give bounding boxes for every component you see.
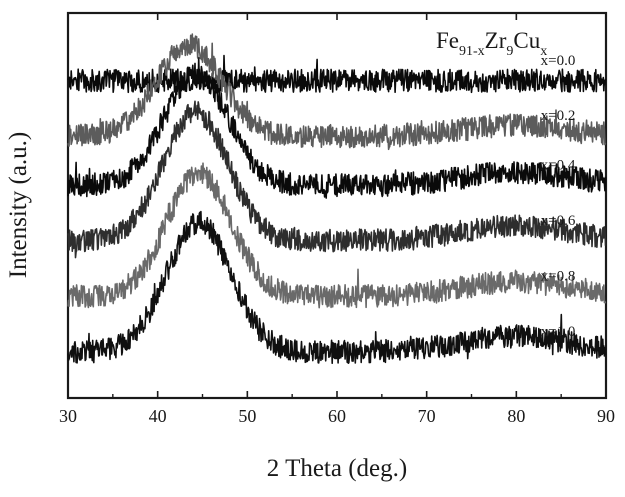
x-tick-label-40: 40 — [149, 406, 167, 426]
x-axis-title: 2 Theta (deg.) — [267, 455, 407, 482]
formula-base: Fe — [436, 28, 459, 53]
x-tick-label-80: 80 — [507, 406, 525, 426]
formula-sub-3: x — [540, 44, 547, 59]
y-axis-title: Intensity (a.u.) — [5, 132, 32, 278]
x-tick-label-90: 90 — [597, 406, 615, 426]
x-tick-label-60: 60 — [328, 406, 346, 426]
x-tick-label-30: 30 — [59, 406, 77, 426]
composition-formula: Fe91-xZr9Cux — [436, 28, 547, 59]
series-label-x-0-6: x=0.6 — [541, 213, 576, 229]
series-label-x-0-4: x=0.4 — [541, 158, 576, 174]
formula-cu: Cu — [513, 28, 540, 53]
series-label-x-0-2: x=0.2 — [541, 108, 576, 124]
series-label-x-1-0: x=1.0 — [541, 324, 576, 340]
formula-sub-1: 91-x — [459, 44, 485, 59]
series-layer — [68, 34, 606, 363]
x-tick-label-50: 50 — [238, 406, 256, 426]
x-tick-label-70: 70 — [418, 406, 436, 426]
formula-zr: Zr — [485, 28, 507, 53]
series-label-x-0-8: x=0.8 — [541, 268, 576, 284]
formula-sub-2: 9 — [506, 44, 513, 59]
